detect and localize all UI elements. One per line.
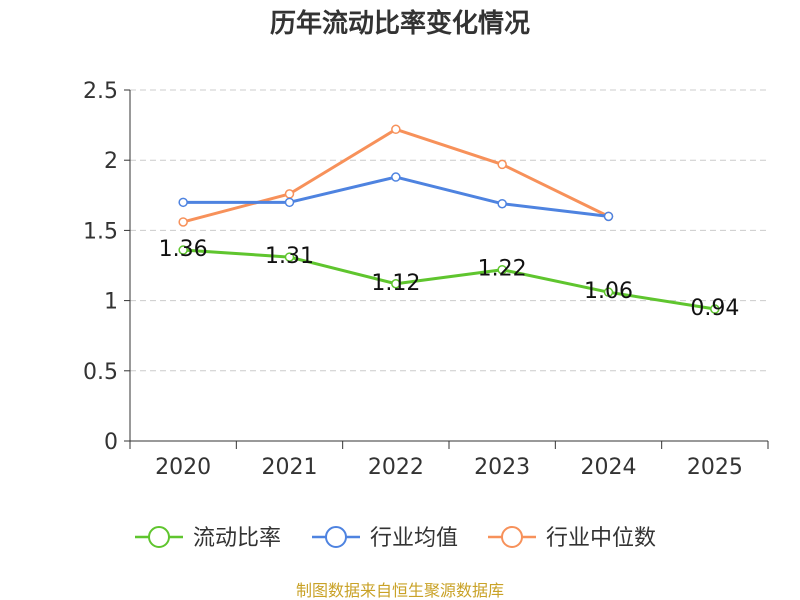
legend: 流动比率 行业均值 行业中位数 (135, 526, 656, 551)
chart-title: 历年流动比率变化情况 (270, 8, 530, 39)
series-line-0 (183, 248, 716, 311)
series-point-1 (178, 197, 188, 208)
series-point-2 (284, 189, 295, 199)
x-tick-label: 2025 (687, 455, 743, 480)
series-point-1 (497, 198, 507, 209)
x-tick-label: 2023 (474, 455, 530, 480)
data-label: 1.31 (265, 244, 314, 269)
series-point-0 (710, 304, 720, 314)
data-label: 1.36 (159, 237, 208, 262)
x-tick-label: 2024 (581, 455, 637, 480)
series-point-0 (284, 252, 295, 262)
legend-label: 行业中位数 (546, 526, 656, 551)
data-label: 0.94 (690, 296, 739, 321)
x-tick-label: 2022 (368, 455, 424, 480)
series-point-0 (603, 287, 614, 297)
x-tick-label: 2020 (155, 455, 211, 480)
y-tick-label: 0.5 (83, 360, 118, 385)
series-point-0 (391, 279, 401, 289)
legend-label: 行业均值 (370, 526, 458, 551)
y-tick-label: 1.5 (83, 219, 118, 244)
data-label: 1.12 (371, 271, 420, 296)
y-tick-label: 0 (104, 430, 118, 455)
series-point-1 (391, 172, 401, 182)
series-line-1 (183, 175, 609, 218)
series-point-1 (284, 197, 295, 208)
data-label: 1.22 (478, 257, 527, 282)
x-tick-label: 2021 (262, 455, 318, 480)
series-group (178, 124, 720, 314)
y-tick-label: 2.5 (83, 79, 118, 104)
data-labels: 1.36 1.31 1.12 1.22 1.06 0.94 (159, 237, 740, 321)
legend-marker (148, 526, 170, 548)
y-tick-label: 1 (104, 290, 118, 315)
y-tick-label: 2 (104, 149, 118, 174)
series-point-2 (391, 124, 401, 135)
source-note: 制图数据来自恒生聚源数据库 (296, 581, 504, 600)
series-point-1 (603, 211, 614, 222)
series-point-0 (178, 245, 188, 255)
data-label: 1.06 (584, 279, 633, 304)
series-point-2 (178, 217, 188, 227)
legend-marker (501, 526, 523, 548)
series-point-0 (497, 264, 507, 275)
legend-marker (325, 526, 347, 548)
axes: 0 0.5 1 1.5 2 2.5 2020 2021 2022 2023 2024 2025 (83, 79, 769, 480)
grid-lines (130, 89, 768, 372)
series-point-2 (497, 159, 507, 170)
legend-label: 流动比率 (193, 526, 281, 551)
